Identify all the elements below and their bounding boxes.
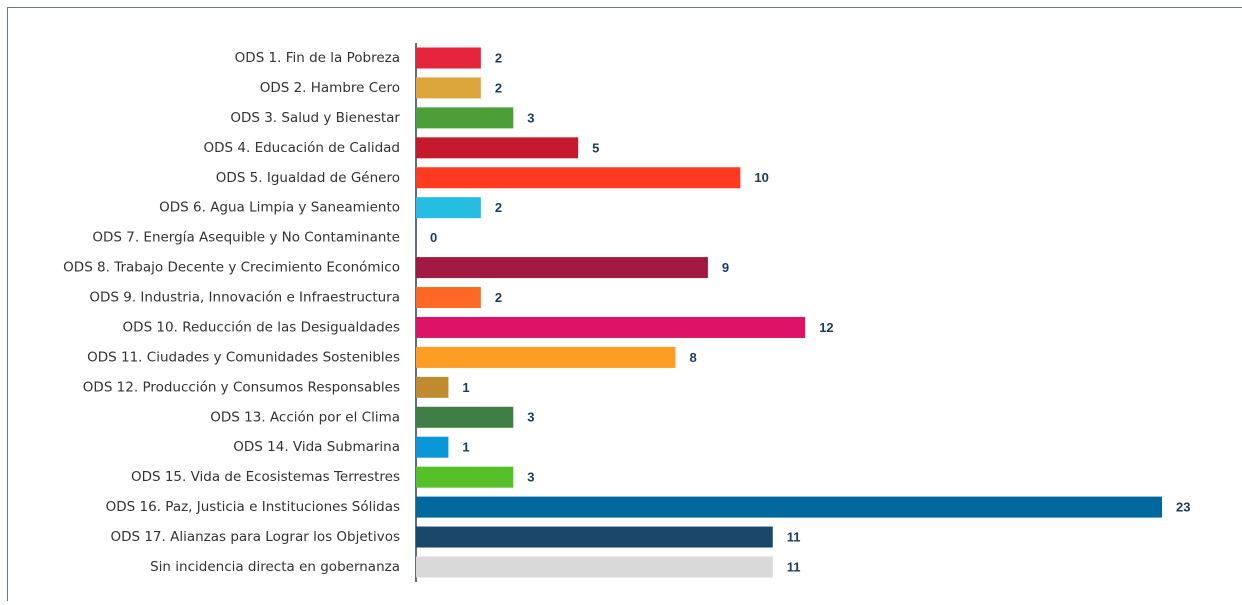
bar: [416, 48, 481, 69]
value-label: 8: [689, 350, 696, 365]
bar: [416, 377, 448, 398]
bar: [416, 167, 740, 188]
value-label: 2: [495, 50, 502, 65]
bar: [416, 527, 773, 548]
value-label: 2: [495, 290, 502, 305]
y-tick-label: ODS 3. Salud y Bienestar: [230, 110, 400, 126]
y-tick-label: ODS 2. Hambre Cero: [260, 80, 400, 96]
y-tick-label: ODS 11. Ciudades y Comunidades Sostenibl…: [87, 349, 400, 365]
bar: [416, 197, 481, 218]
y-tick-label: ODS 6. Agua Limpia y Saneamiento: [159, 200, 400, 216]
bar: [416, 257, 708, 278]
bar: [416, 467, 513, 488]
y-tick-label: ODS 16. Paz, Justicia e Instituciones Só…: [106, 499, 400, 515]
y-tick-label: Sin incidencia directa en gobernanza: [150, 559, 400, 575]
bar: [416, 287, 481, 308]
value-label: 3: [527, 470, 534, 485]
value-label: 3: [527, 110, 534, 125]
y-tick-label: ODS 13. Acción por el Clima: [210, 409, 400, 425]
value-label: 12: [819, 320, 833, 335]
y-tick-label: ODS 8. Trabajo Decente y Crecimiento Eco…: [63, 260, 400, 276]
bar: [416, 77, 481, 98]
value-label: 1: [462, 380, 469, 395]
y-tick-label: ODS 15. Vida de Ecosistemas Terrestres: [131, 469, 400, 485]
value-label: 11: [787, 559, 801, 574]
bar: [416, 317, 805, 338]
value-label: 1: [462, 440, 469, 455]
y-tick-label: ODS 4. Educación de Calidad: [204, 140, 400, 156]
bar: [416, 347, 675, 368]
value-label: 3: [527, 410, 534, 425]
value-label: 0: [430, 230, 437, 245]
y-tick-label: ODS 10. Reducción de las Desigualdades: [123, 319, 400, 335]
bar: [416, 556, 773, 577]
value-label: 2: [495, 200, 502, 215]
y-tick-label: ODS 14. Vida Submarina: [233, 439, 400, 455]
bar: [416, 437, 448, 458]
y-tick-label: ODS 5. Igualdad de Género: [216, 170, 400, 186]
y-tick-label: ODS 9. Industria, Innovación e Infraestr…: [89, 290, 400, 306]
value-label: 11: [787, 529, 801, 544]
bar: [416, 137, 578, 158]
y-tick-label: ODS 1. Fin de la Pobreza: [235, 50, 400, 66]
bar: [416, 497, 1162, 518]
value-label: 9: [722, 260, 729, 275]
bar: [416, 107, 513, 128]
y-tick-label: ODS 7. Energía Asequible y No Contaminan…: [92, 230, 400, 246]
value-label: 23: [1176, 500, 1190, 515]
bar: [416, 407, 513, 428]
value-label: 2: [495, 80, 502, 95]
y-tick-label: ODS 17. Alianzas para Lograr los Objetiv…: [110, 529, 400, 545]
y-tick-label: ODS 12. Producción y Consumos Responsabl…: [83, 379, 400, 395]
value-label: 10: [754, 170, 768, 185]
value-label: 5: [592, 140, 599, 155]
